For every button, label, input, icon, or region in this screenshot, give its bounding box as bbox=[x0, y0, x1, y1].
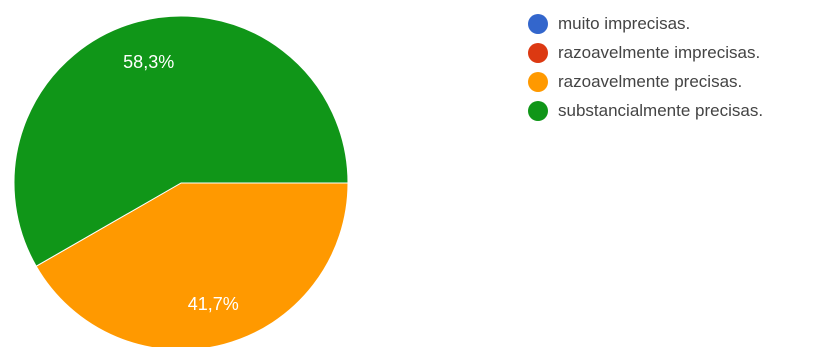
legend-swatch-icon bbox=[528, 42, 548, 63]
legend-label: substancialmente precisas. bbox=[558, 100, 764, 120]
slice-data-label-2: 41,7% bbox=[188, 294, 239, 314]
legend-item-1[interactable]: razoavelmente imprecisas. bbox=[528, 39, 763, 66]
legend-item-0[interactable]: muito imprecisas. bbox=[528, 10, 763, 37]
legend-swatch-icon bbox=[528, 71, 548, 92]
legend-label: razoavelmente imprecisas. bbox=[558, 42, 761, 62]
legend-item-2[interactable]: razoavelmente precisas. bbox=[528, 68, 763, 95]
legend: muito imprecisas. razoavelmente imprecisa… bbox=[528, 10, 763, 126]
pie-chart: 41,7% 58,3% bbox=[13, 15, 349, 347]
pie-slice-2[interactable] bbox=[35, 182, 349, 347]
legend-swatch-icon bbox=[528, 100, 548, 121]
legend-item-3[interactable]: substancialmente precisas. bbox=[528, 97, 763, 124]
legend-swatch-icon bbox=[528, 13, 548, 34]
legend-label: razoavelmente precisas. bbox=[558, 71, 743, 91]
pie-slice-3[interactable] bbox=[13, 15, 349, 267]
slice-data-label-3: 58,3% bbox=[123, 52, 174, 72]
legend-label: muito imprecisas. bbox=[558, 13, 691, 33]
